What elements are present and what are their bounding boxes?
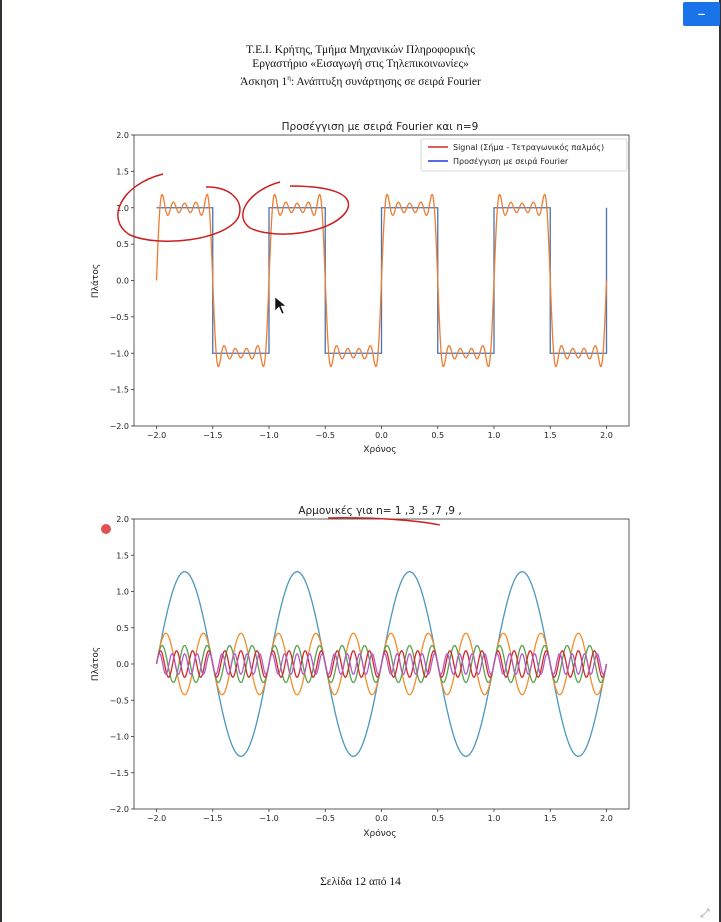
header-lab: Εργαστήριο «Εισαγωγή στις Τηλεπικοινωνίε… — [252, 58, 469, 70]
y-tick-label: 1.0 — [116, 204, 129, 213]
page-number-label: Σελίδα 12 από 14 — [320, 876, 401, 888]
plot-area: −2.0 −1.5 −1.0 −0.5 0.0 0.5 1.0 1.5 2.0 2.0 1.5 1.0… — [110, 131, 630, 440]
y-tick-label: −0.5 — [110, 696, 129, 705]
y-tick-label: 0.0 — [116, 277, 129, 286]
x-tick-label: −0.5 — [316, 814, 335, 823]
header-exercise-sup: η — [287, 74, 291, 82]
x-tick-label: −1.0 — [259, 814, 278, 823]
annotation-circle-1 — [117, 173, 241, 243]
annotation-circle-2 — [242, 181, 350, 235]
y-tick-label: 2.0 — [116, 515, 129, 524]
chart-title: Αρμονικές για n= 1 ,3 ,5 ,7 ,9 , — [298, 505, 461, 517]
legend-label-fourier: Προσέγγιση με σειρά Fourier — [453, 156, 569, 166]
header-institution: Τ.Ε.Ι. Κρήτης, Τμήμα Μηχανικών Πληροφορι… — [246, 44, 475, 56]
y-tick-label: 0.5 — [116, 624, 129, 633]
series-harmonic-9-line — [155, 653, 608, 675]
y-tick-label: −1.5 — [110, 769, 129, 778]
fourier-approximation-chart: Προσέγγιση με σειρά Fourier και n=9 −2.0… — [91, 121, 630, 455]
plot-area: −2.0 −1.5 −1.0 −0.5 0.0 0.5 1.0 1.5 2.0 2.0 1.5 1.0… — [110, 515, 630, 823]
legend-box — [420, 138, 628, 172]
x-tick-label: −1.5 — [203, 814, 222, 823]
x-tick-label: 1.0 — [488, 814, 501, 823]
x-tick-label: 1.0 — [488, 431, 501, 440]
header-exercise-prefix: Άσκηση 1 — [240, 75, 288, 88]
y-tick-label: −1.0 — [110, 733, 129, 742]
header-exercise-suffix: : Ανάπτυξη συνάρτησης σε σειρά Fourier — [290, 75, 481, 88]
mouse-pointer-icon — [274, 296, 287, 315]
y-tick-label: 0.5 — [116, 240, 129, 249]
x-tick-label: −2.0 — [147, 814, 166, 823]
series-signal-line — [156, 207, 608, 354]
x-axis-label: Χρόνος — [363, 444, 396, 455]
series-fourier-line — [155, 193, 608, 368]
y-tick-label: 1.0 — [116, 588, 129, 597]
x-tick-label: 1.5 — [544, 431, 557, 440]
page-footer: Σελίδα 12 από 14 — [0, 876, 721, 888]
y-tick-label: −2.0 — [110, 805, 129, 814]
y-axis-label: Πλάτος — [91, 264, 101, 298]
annotations — [117, 173, 350, 243]
legend: Signal (Σήμα - Τετραγωνικός παλμός) Προσ… — [420, 138, 628, 172]
expand-icon[interactable]: ⤢ — [700, 906, 710, 920]
x-tick-label: −1.0 — [259, 431, 278, 440]
legend-label-signal: Signal (Σήμα - Τετραγωνικός παλμός) — [453, 142, 604, 152]
y-tick-label: 1.5 — [116, 551, 129, 560]
y-tick-label: 1.5 — [116, 167, 129, 176]
x-tick-label: 0.0 — [375, 814, 388, 823]
chart-title: Προσέγγιση με σειρά Fourier και n=9 — [282, 121, 479, 133]
x-tick-label: 2.0 — [600, 814, 613, 823]
title-underline-annotation — [327, 517, 441, 526]
x-tick-label: 2.0 — [600, 431, 613, 440]
y-tick-label: 0.0 — [116, 660, 129, 669]
x-tick-label: 0.5 — [431, 431, 444, 440]
x-tick-label: −1.5 — [203, 431, 222, 440]
y-tick-label: −2.0 — [110, 422, 129, 431]
x-tick-label: −2.0 — [147, 431, 166, 440]
x-axis-label: Χρόνος — [363, 828, 396, 839]
minimize-icon: – — [697, 4, 706, 23]
recording-dot-marker — [101, 524, 111, 534]
y-tick-label: 2.0 — [116, 131, 129, 140]
y-tick-label: −1.0 — [110, 349, 129, 358]
y-tick-label: −1.5 — [110, 386, 129, 395]
x-tick-label: 0.5 — [431, 814, 444, 823]
y-tick-label: −0.5 — [110, 313, 129, 322]
y-axis-label: Πλάτος — [91, 647, 101, 681]
x-tick-label: −0.5 — [316, 431, 335, 440]
document-header: Τ.Ε.Ι. Κρήτης, Τμήμα Μηχανικών Πληροφορι… — [0, 43, 721, 89]
header-exercise: Άσκηση 1η: Ανάπτυξη συνάρτησης σε σειρά … — [0, 71, 721, 89]
harmonics-chart: Αρμονικές για n= 1 ,3 ,5 ,7 ,9 , −2.0 −1.… — [91, 505, 630, 839]
x-tick-label: 0.0 — [375, 431, 388, 440]
minimize-button[interactable]: – — [683, 2, 720, 26]
x-tick-label: 1.5 — [544, 814, 557, 823]
